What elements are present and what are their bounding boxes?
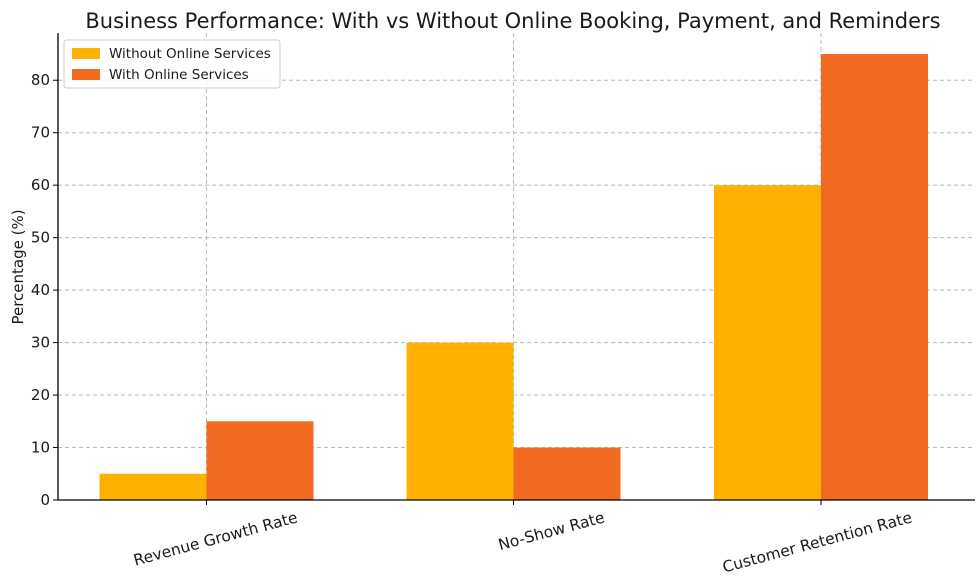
y-tick-label: 0 xyxy=(40,491,50,509)
bar-without-online-2 xyxy=(406,342,514,500)
legend-label: Without Online Services xyxy=(109,46,271,62)
x-category-label: Customer Retention Rate xyxy=(721,508,914,576)
y-tick-label: 10 xyxy=(31,439,50,457)
y-tick-label: 20 xyxy=(31,386,50,404)
legend: Without Online Services With Online Servi… xyxy=(63,39,281,89)
legend-swatch xyxy=(72,48,100,59)
bar-without-online-1 xyxy=(99,473,207,500)
legend-label: With Online Services xyxy=(109,67,249,83)
y-tick-label: 40 xyxy=(31,281,50,299)
x-category-label: No-Show Rate xyxy=(496,508,606,554)
legend-swatch xyxy=(72,69,100,80)
y-tick-label: 50 xyxy=(31,229,50,247)
y-tick-label: 60 xyxy=(31,176,50,194)
bar-with-online-2 xyxy=(513,447,621,500)
bar-with-online-3 xyxy=(821,53,928,500)
bar-with-online-1 xyxy=(206,421,314,500)
legend-box xyxy=(63,39,281,89)
y-tick-label: 30 xyxy=(31,334,50,352)
y-tick-label: 80 xyxy=(31,71,50,89)
bar-without-online-3 xyxy=(714,185,821,501)
y-tick-label: 70 xyxy=(31,124,50,142)
chart-title: Business Performance: With vs Without On… xyxy=(85,9,940,33)
y-axis-label: Percentage (%) xyxy=(9,209,27,324)
bars xyxy=(99,53,928,501)
x-category-label: Revenue Growth Rate xyxy=(132,508,300,569)
